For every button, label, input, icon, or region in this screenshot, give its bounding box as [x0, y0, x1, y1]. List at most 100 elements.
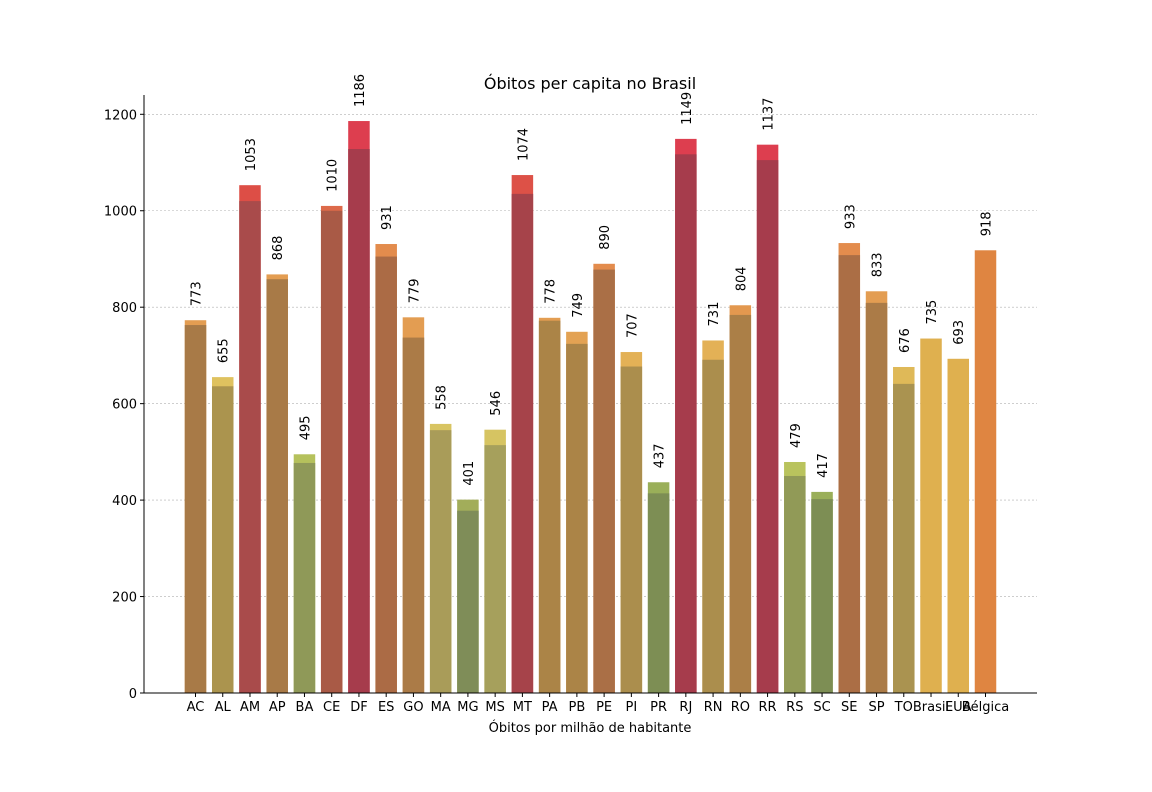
- bars-group: [184, 121, 997, 694]
- x-tick-label-rs: RS: [786, 700, 803, 715]
- data-label-go: 779: [407, 278, 422, 303]
- bar-previous-am: [239, 201, 261, 693]
- bar-eua: [947, 358, 970, 693]
- x-tick-label-rr: RR: [759, 700, 777, 715]
- bar-previous-rn: [702, 359, 724, 693]
- bar-previous-pi: [620, 366, 643, 693]
- bar-previous-ms: [484, 445, 506, 693]
- x-tick-label-se: SE: [841, 700, 857, 715]
- y-tick-label: 1000: [104, 205, 137, 220]
- y-ticks-group: 0 200 400 600 800 1000 1200: [104, 108, 144, 702]
- y-tick-label: 400: [112, 494, 137, 509]
- data-label-am: 1053: [244, 138, 259, 171]
- data-label-es: 931: [380, 205, 395, 230]
- data-label-sp: 833: [871, 252, 886, 277]
- data-label-mg: 401: [462, 461, 477, 486]
- chart-title: Óbitos per capita no Brasil: [484, 74, 696, 93]
- bar-previous-ro: [729, 314, 752, 693]
- y-tick-label: 600: [112, 398, 137, 413]
- data-label-ms: 546: [489, 391, 504, 416]
- data-label-pa: 778: [544, 279, 559, 304]
- data-label-rr: 1137: [762, 98, 777, 131]
- bar-previous-go: [402, 337, 425, 693]
- data-label-df: 1186: [353, 74, 368, 107]
- x-tick-label-pb: PB: [568, 700, 585, 715]
- x-tick-label-to: TO: [894, 700, 913, 715]
- x-tick-label-ac: AC: [187, 700, 205, 715]
- data-label-rs: 479: [789, 423, 804, 448]
- x-tick-label-go: GO: [403, 700, 423, 715]
- data-label-brasil: 735: [925, 300, 940, 325]
- bar-previous-mt: [511, 193, 534, 693]
- bar-previous-ce: [320, 210, 343, 693]
- x-tick-label-pr: PR: [650, 700, 667, 715]
- data-label-ba: 495: [298, 415, 313, 440]
- data-label-pr: 437: [653, 443, 668, 468]
- data-label-ro: 804: [734, 266, 749, 291]
- x-tick-label-am: AM: [240, 700, 260, 715]
- x-tick-label-brasil: Brasil: [913, 700, 949, 715]
- bar-previous-sc: [811, 499, 833, 693]
- x-tick-label-mg: MG: [457, 700, 478, 715]
- bar-previous-mg: [457, 510, 479, 693]
- bar-previous-se: [838, 255, 861, 693]
- bar-previous-pb: [566, 343, 588, 693]
- data-label-ap: 868: [271, 236, 286, 261]
- data-label-rj: 1149: [680, 92, 695, 125]
- x-tick-label-ro: RO: [731, 700, 750, 715]
- bar-previous-pr: [647, 493, 670, 693]
- x-tick-label-df: DF: [350, 700, 368, 715]
- x-tick-label-pa: PA: [542, 700, 558, 715]
- data-label-pe: 890: [598, 225, 613, 250]
- data-label-ma: 558: [435, 385, 450, 410]
- bar-previous-ap: [266, 279, 288, 693]
- bar-previous-df: [348, 149, 370, 693]
- bar-previous-rr: [756, 160, 779, 693]
- data-label-ce: 1010: [326, 159, 341, 192]
- x-tick-label-pi: PI: [626, 700, 638, 715]
- bar-previous-es: [375, 256, 397, 693]
- x-tick-label-ms: MS: [485, 700, 504, 715]
- gridlines: [144, 113, 1037, 597]
- bar-previous-rs: [784, 475, 806, 693]
- data-labels-group: 773 655 1053 868 495 1010 1186 931 779 558 401 546 1…: [190, 74, 995, 486]
- x-axis-label: Óbitos por milhão de habitante: [489, 720, 692, 736]
- data-label-ac: 773: [190, 281, 205, 306]
- y-tick-label: 800: [112, 301, 137, 316]
- data-label-eua: 693: [952, 320, 967, 345]
- bar-previous-rj: [675, 154, 697, 693]
- bar-previous-ba: [293, 462, 316, 693]
- bar-previous-ac: [184, 325, 207, 693]
- data-label-to: 676: [898, 328, 913, 353]
- y-tick-label: 200: [112, 591, 137, 606]
- x-tick-label-ap: AP: [269, 700, 286, 715]
- bar-previous-ma: [429, 430, 452, 693]
- bar-previous-pe: [593, 269, 615, 693]
- data-label-al: 655: [217, 338, 232, 363]
- bar-previous-pa: [538, 320, 561, 693]
- y-tick-label: 1200: [104, 108, 137, 123]
- x-tick-label-ma: MA: [431, 700, 451, 715]
- y-tick-label: 0: [129, 687, 137, 702]
- x-ticks-group: AC AL AM AP BA CE DF ES GO MA MG MS MT PA PB PE PI PR RJ RN…: [187, 693, 1010, 715]
- x-tick-label-bélgica: Bélgica: [962, 700, 1010, 715]
- x-tick-label-sc: SC: [813, 700, 830, 715]
- data-label-mt: 1074: [516, 128, 531, 161]
- data-label-bélgica: 918: [980, 211, 995, 236]
- x-tick-label-ba: BA: [296, 700, 314, 715]
- x-tick-label-eua: EUA: [945, 700, 972, 715]
- bar-brasil: [920, 338, 942, 693]
- bar-bélgica: [974, 250, 997, 693]
- bar-previous-to: [893, 383, 915, 693]
- x-tick-label-rj: RJ: [679, 700, 692, 715]
- bar-previous-al: [211, 386, 234, 693]
- x-tick-label-es: ES: [378, 700, 394, 715]
- x-tick-label-sp: SP: [868, 700, 884, 715]
- data-label-sc: 417: [816, 453, 831, 478]
- x-tick-label-rn: RN: [704, 700, 723, 715]
- data-label-se: 933: [843, 204, 858, 229]
- bar-previous-sp: [865, 302, 888, 693]
- x-tick-label-pe: PE: [596, 700, 612, 715]
- data-label-rn: 731: [707, 302, 722, 327]
- x-tick-label-al: AL: [215, 700, 232, 715]
